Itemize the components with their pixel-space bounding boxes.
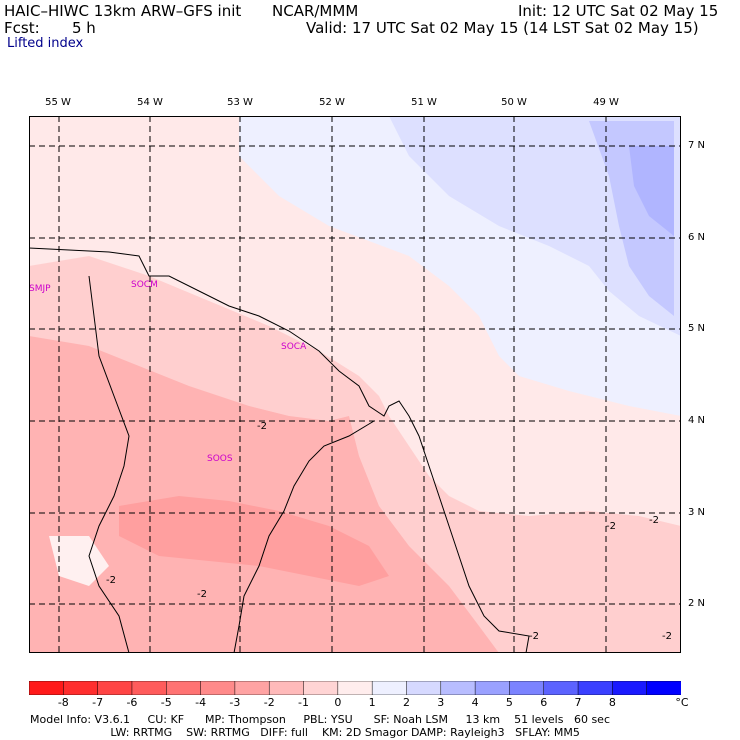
- lat-label: 4 N: [688, 415, 706, 426]
- fcst-value: 5 h: [72, 19, 96, 37]
- org-label: NCAR/MMM: [272, 2, 359, 20]
- border-east: [233, 420, 375, 653]
- station-label: SMJP: [29, 284, 51, 294]
- colorbar-tick-label: -1: [298, 696, 309, 709]
- colorbar-tick-label: 0: [334, 696, 342, 709]
- contour-label: -2: [662, 631, 672, 642]
- colorbar-unit: °C: [675, 696, 689, 709]
- model-info-line1: Model Info: V3.6.1 CU: KF MP: Thompson P…: [30, 713, 610, 726]
- lat-label: 3 N: [688, 507, 706, 518]
- colorbar-swatch: [29, 681, 65, 695]
- colorbar-tick-label: 5: [505, 696, 513, 709]
- colorbar-tick-label: 6: [540, 696, 548, 709]
- colorbar-tick-label: -4: [195, 696, 207, 709]
- colorbar-swatch: [234, 681, 270, 695]
- colorbar-swatch: [371, 681, 408, 695]
- colorbar-swatch: [440, 681, 476, 695]
- contour-label: -2: [106, 575, 116, 586]
- colorbar-swatch: [63, 681, 99, 695]
- station-label: SOCA: [281, 342, 307, 352]
- colorbar-swatch: [268, 681, 305, 695]
- fcst-label: Fcst:: [4, 19, 40, 37]
- contour-label: -2: [257, 421, 267, 432]
- lon-label: 54 W: [137, 97, 163, 108]
- lon-label: 50 W: [501, 97, 527, 108]
- light-patch: [49, 536, 109, 586]
- colorbar-swatch: [577, 681, 614, 695]
- lon-label: 49 W: [593, 97, 619, 108]
- blue-region-max: [629, 146, 674, 236]
- colorbar-tick-label: 8: [608, 696, 616, 709]
- border-west: [88, 275, 130, 653]
- model-info-line2: LW: RRTMG SW: RRTMG DIFF: full KM: 2D Sm…: [30, 726, 580, 739]
- colorbar-swatch: [509, 681, 545, 695]
- colorbar-swatch: [200, 681, 236, 695]
- pink-region-max: [119, 496, 389, 586]
- lon-label: 52 W: [319, 97, 345, 108]
- contour-label: -2: [197, 589, 207, 600]
- lat-label: 5 N: [688, 323, 706, 334]
- init-time: Init: 12 UTC Sat 02 May 15: [518, 2, 719, 20]
- lifted-index-map: SMJP SOCM SOCA SOOS -2 -2 -2 -2 -2 -2 -2…: [29, 116, 681, 653]
- colorbar-tick-label: -3: [229, 696, 241, 709]
- model-title: HAIC–HIWC 13km ARW–GFS init: [4, 2, 242, 20]
- colorbar-tick-label: 2: [402, 696, 410, 709]
- colorbar-tick-label: 7: [574, 696, 582, 709]
- lat-label: 2 N: [688, 598, 706, 609]
- contour-label: -2: [606, 521, 616, 532]
- colorbar-tick-label: -5: [160, 696, 172, 709]
- colorbar-swatch: [474, 681, 511, 695]
- colorbar-swatch: [406, 681, 442, 695]
- station-label: SOOS: [207, 454, 233, 464]
- colorbar-swatch: [646, 681, 681, 695]
- graticule: [29, 116, 681, 653]
- field-name: Lifted index: [7, 36, 84, 51]
- colorbar-tick-label: -2: [263, 696, 275, 709]
- coastlines: [29, 247, 530, 653]
- contour-label: -2: [529, 631, 539, 642]
- lon-label: 53 W: [227, 97, 253, 108]
- valid-time: Valid: 17 UTC Sat 02 May 15 (14 LST Sat …: [306, 19, 699, 37]
- lon-label: 51 W: [411, 97, 437, 108]
- coastline: [29, 247, 530, 653]
- colorbar-tick-label: 3: [437, 696, 445, 709]
- colorbar-swatch: [131, 681, 168, 695]
- colorbar-tick-label: 1: [368, 696, 376, 709]
- map-frame: [29, 116, 681, 653]
- colorbar-swatch: [543, 681, 579, 695]
- lat-label: 6 N: [688, 232, 706, 243]
- contour-label: -2: [649, 515, 659, 526]
- colorbar-tick-label: -6: [126, 696, 138, 709]
- colorbar-tick-label: 4: [471, 696, 479, 709]
- lat-label: 7 N: [688, 140, 706, 151]
- colorbar-swatch: [166, 681, 202, 695]
- colorbar-tick-label: -8: [57, 696, 69, 709]
- lon-label: 55 W: [45, 97, 71, 108]
- station-label: SOCM: [131, 280, 158, 290]
- colorbar-swatch: [612, 681, 648, 695]
- colorbar-swatch: [337, 681, 373, 695]
- colorbar-swatch: [97, 681, 133, 695]
- colorbar: [29, 681, 681, 695]
- colorbar-tick-label: -7: [92, 696, 104, 709]
- colorbar-swatch: [303, 681, 339, 695]
